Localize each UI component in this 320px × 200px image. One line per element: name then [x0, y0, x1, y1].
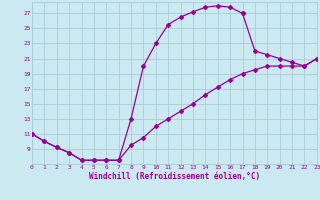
X-axis label: Windchill (Refroidissement éolien,°C): Windchill (Refroidissement éolien,°C) [89, 172, 260, 181]
